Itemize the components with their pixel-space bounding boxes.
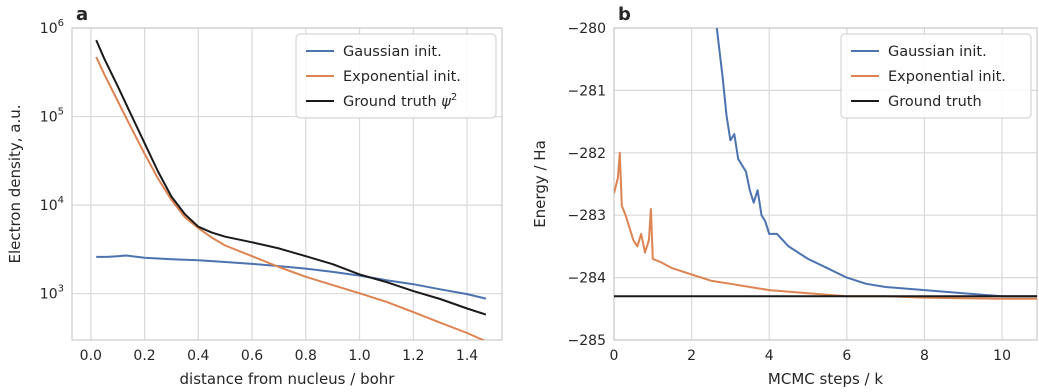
y-tick-label: −281 [568, 83, 606, 99]
y-tick-label: −282 [568, 146, 606, 162]
legend-entry: Exponential init. [888, 69, 1006, 85]
x-tick-label: 0.2 [133, 348, 155, 364]
x-tick-label: 0.4 [187, 348, 209, 364]
y-axis-label: Electron density, a.u. [6, 104, 24, 263]
series-line-1 [715, 28, 1037, 298]
y-tick-label: 106 [40, 18, 64, 37]
panel-label: b [618, 4, 631, 25]
x-axis-label: MCMC steps / k [768, 370, 883, 388]
legend-entry: Gaussian init. [343, 44, 442, 60]
x-axis-label: distance from nucleus / bohr [180, 370, 396, 388]
plot-frame [71, 27, 503, 341]
x-tick-label: 8 [920, 348, 929, 364]
x-tick-label: 0 [610, 348, 619, 364]
y-tick-label: −285 [568, 333, 606, 349]
y-tick-label: 103 [40, 284, 64, 303]
y-tick-label: −284 [568, 271, 607, 287]
legend-entry: Exponential init. [343, 69, 461, 85]
panel-a: 0.0 0.2 0.4 0.6 0.8 1.0 1.2 1.4 103 104 105 106 dist… [6, 4, 503, 388]
x-tick-label: 2 [687, 348, 696, 364]
series-line-2 [614, 151, 1037, 300]
x-tick-label: 0.8 [295, 348, 317, 364]
legend [840, 33, 1032, 119]
legend-entry: Ground truth [888, 94, 982, 110]
y-tick-label: 104 [40, 195, 64, 214]
x-tick-label: 10 [993, 348, 1011, 364]
legend [295, 33, 497, 119]
panel-b: 0 2 4 6 8 10 −285 −284 −283 −282 −281 −280 MCMC step… [531, 4, 1038, 388]
legend-entry: Ground truth ψ2 [343, 92, 457, 110]
x-tick-label: 1.4 [456, 348, 478, 364]
plot-frame [613, 27, 1038, 341]
y-tick-label: 105 [40, 107, 64, 126]
legend-entry: Gaussian init. [888, 44, 987, 60]
y-axis-label: Energy / Ha [531, 140, 549, 228]
x-tick-label: 6 [842, 348, 851, 364]
y-tick-label: −283 [568, 208, 606, 224]
x-tick-label: 1.2 [402, 348, 424, 364]
x-tick-label: 0.0 [80, 348, 102, 364]
panel-label: a [76, 4, 88, 25]
y-tick-label: −280 [568, 21, 606, 37]
series-line-3 [95, 39, 487, 316]
x-tick-label: 1.0 [348, 348, 370, 364]
x-tick-label: 0.6 [241, 348, 263, 364]
series-line-2 [95, 56, 486, 340]
series-line-1 [96, 254, 487, 300]
x-tick-label: 4 [765, 348, 774, 364]
